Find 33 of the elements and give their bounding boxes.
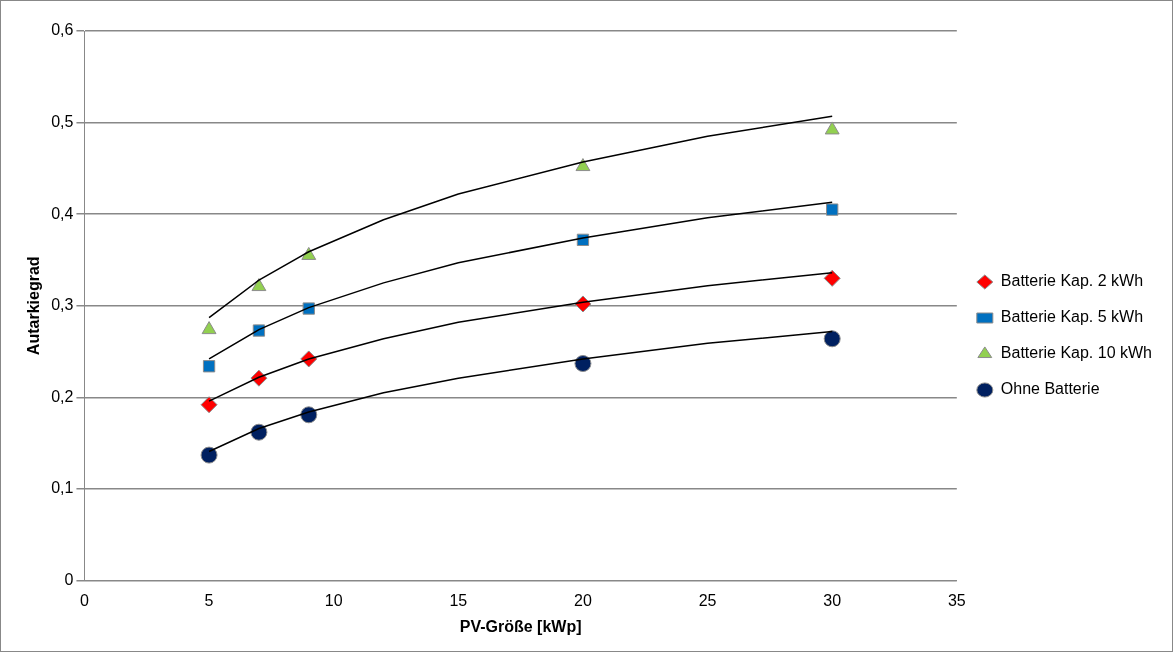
point — [824, 121, 840, 135]
x-tick-label: 0 — [79, 591, 89, 609]
point — [200, 446, 218, 464]
point — [301, 246, 317, 260]
y-tick-label: 0 — [64, 571, 74, 589]
x-tick-label: 10 — [324, 591, 343, 609]
x-tick-label: 5 — [204, 591, 214, 609]
y-tick-label: 0,3 — [51, 296, 74, 314]
y-tick-label: 0,2 — [51, 387, 74, 405]
y-tick-label: 0,4 — [51, 204, 74, 222]
legend-label: Batterie Kap. 10 kWh — [1000, 344, 1152, 362]
legend-label: Batterie Kap. 2 kWh — [1000, 272, 1144, 290]
point — [251, 278, 267, 292]
x-tick-label: 35 — [947, 591, 966, 609]
x-tick-label: 15 — [449, 591, 468, 609]
y-tick-label: 0,6 — [51, 21, 74, 39]
x-axis-title: PV-Größe [kWp] — [459, 617, 582, 635]
point — [574, 355, 592, 373]
point — [201, 321, 217, 335]
point — [202, 360, 216, 373]
y-tick-label: 0,1 — [51, 479, 74, 497]
x-tick-label: 30 — [823, 591, 842, 609]
y-axis-title: Autarkiegrad — [25, 256, 43, 356]
point — [826, 203, 839, 216]
legend-label: Ohne Batterie — [1000, 380, 1100, 398]
point — [575, 158, 591, 172]
point — [200, 396, 218, 414]
x-tick-label: 20 — [574, 591, 592, 609]
point — [823, 269, 841, 287]
legend-label: Batterie Kap. 5 kWh — [1000, 308, 1144, 326]
y-tick-label: 0,5 — [51, 113, 74, 131]
x-tick-label: 25 — [698, 591, 717, 609]
point — [823, 330, 841, 348]
